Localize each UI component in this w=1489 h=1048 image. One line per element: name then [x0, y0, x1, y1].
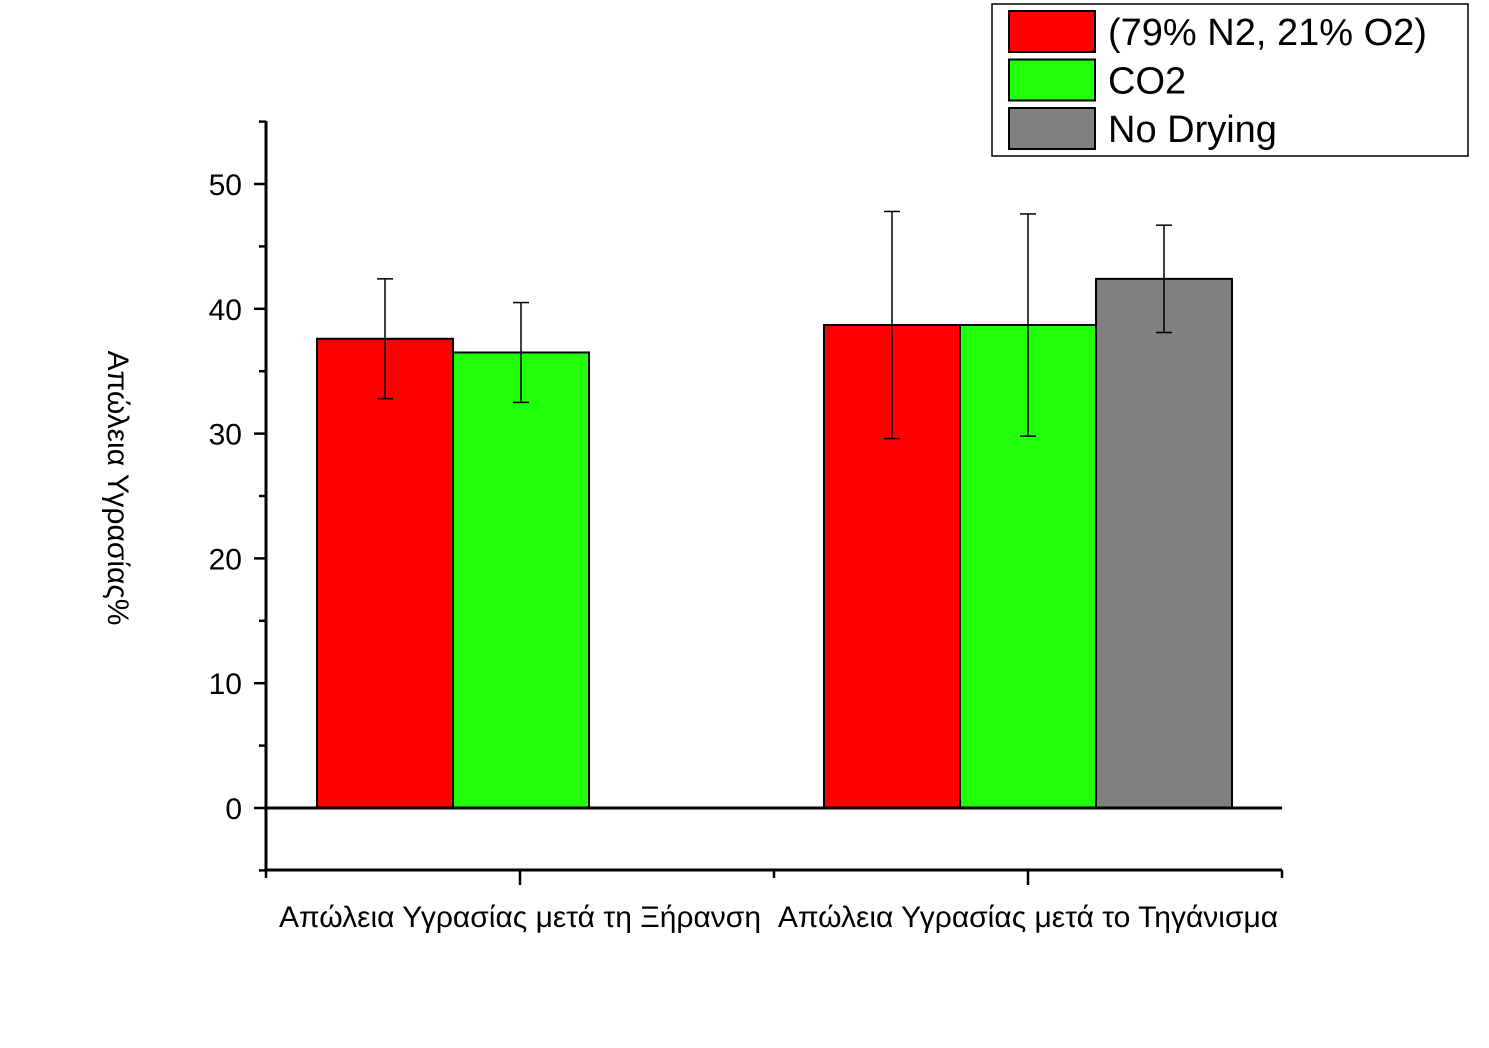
- legend-label: (79% N2, 21% O2): [1108, 12, 1427, 54]
- y-tick-label: 30: [209, 419, 242, 452]
- legend-swatch: [1008, 10, 1096, 53]
- legend: (79% N2, 21% O2) CO2 No Drying: [991, 3, 1469, 157]
- legend-swatch: [1008, 107, 1096, 150]
- bars: [316, 277, 1233, 809]
- bar: [452, 351, 590, 809]
- bar: [1095, 277, 1233, 809]
- axes: 0 10 20 30 40 50 Απώλεια Υγρασίας μετά τη Ξήρα…: [209, 120, 1284, 934]
- y-tick-label: 50: [209, 169, 242, 202]
- y-axis-title: Απώλεια Υγρασίας%: [101, 351, 134, 626]
- y-tick-label: 0: [225, 793, 242, 826]
- legend-label: CO2: [1108, 61, 1186, 103]
- y-tick-label: 10: [209, 668, 242, 701]
- legend-swatch: [1008, 58, 1096, 102]
- error-bars: [377, 210, 1172, 440]
- legend-label: No Drying: [1108, 109, 1277, 151]
- x-category-label: Απώλεια Υγρασίας μετά το Τηγάνισμα: [778, 901, 1278, 934]
- y-tick-label: 40: [209, 294, 242, 327]
- x-category-label: Απώλεια Υγρασίας μετά τη Ξήρανση: [279, 901, 761, 934]
- y-tick-label: 20: [209, 543, 242, 576]
- bar: [316, 337, 454, 809]
